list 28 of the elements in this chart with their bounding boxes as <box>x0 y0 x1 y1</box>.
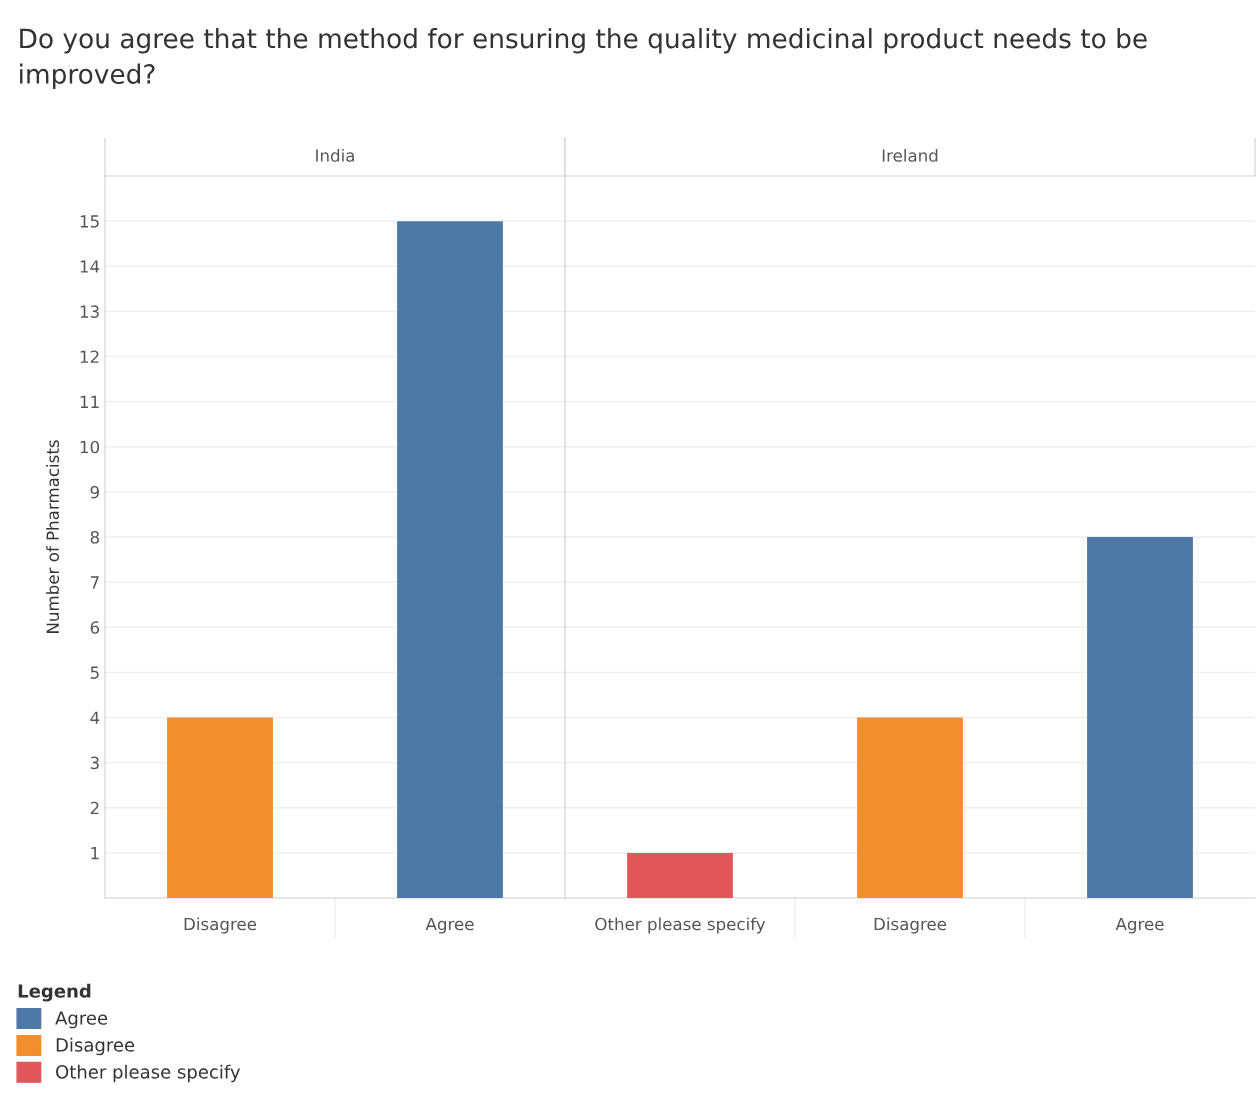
x-tick-label: Agree <box>425 917 474 934</box>
y-tick-label: 5 <box>90 666 99 679</box>
y-tick-label: 9 <box>90 485 99 499</box>
y-tick-label: 4 <box>90 711 100 724</box>
y-tick-label: 8 <box>90 530 99 544</box>
y-tick-label: 3 <box>90 756 99 770</box>
y-tick-label: 13 <box>80 305 99 318</box>
y-tick-label: 6 <box>90 621 100 634</box>
y-tick-label: 11 <box>80 395 99 408</box>
y-tick-label: 10 <box>80 440 100 454</box>
chart-title: Do you agree that the method for ensuring the quality medicinal product needs to be improved? <box>20 28 1147 90</box>
legend-label: Agree <box>55 1011 108 1029</box>
x-tick-label: Disagree <box>874 917 947 934</box>
x-tick-label: Disagree <box>184 917 257 934</box>
y-tick-label: 14 <box>80 260 100 273</box>
legend-label: Other please specify <box>56 1064 241 1083</box>
y-tick-label: 7 <box>90 576 99 589</box>
y-tick-label: 2 <box>90 801 99 815</box>
y-tick-label: 15 <box>80 215 99 228</box>
legend-label: Disagree <box>56 1037 135 1056</box>
legend-title: Legend <box>18 983 91 1002</box>
x-tick-label: Agree <box>1115 917 1164 934</box>
y-tick-label: 12 <box>80 350 99 363</box>
chart-subtitle: India <box>316 148 354 162</box>
y-tick-label: 1 <box>91 847 99 860</box>
chart-subtitle: Ireland <box>882 148 938 162</box>
x-tick-label: Other please specify <box>595 917 766 934</box>
y-axis-title: Number of Pharmacists <box>46 440 60 633</box>
